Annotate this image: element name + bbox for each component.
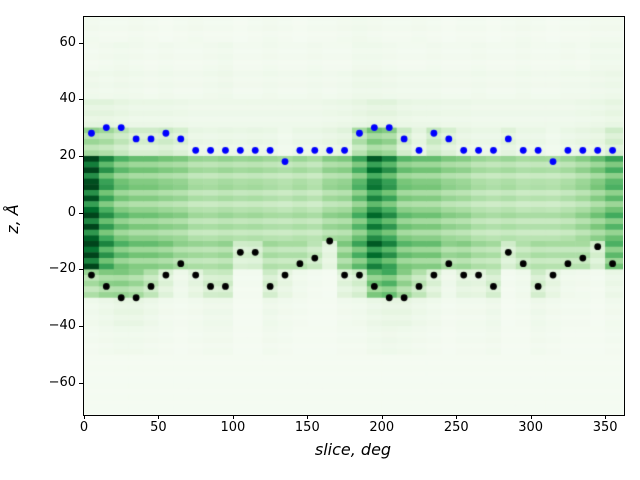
x-tick-label: 300 [518, 420, 544, 435]
y-tick [79, 99, 83, 101]
x-tick-label: 150 [294, 420, 320, 435]
y-tick [79, 42, 83, 44]
heatmap-canvas [84, 17, 623, 414]
y-tick-label: 60 [59, 34, 76, 50]
x-tick-label: 100 [220, 420, 246, 435]
x-tick-label: 200 [369, 420, 395, 435]
x-tick-label: 350 [592, 420, 618, 435]
y-tick-label: −40 [48, 318, 76, 334]
y-tick-label: 20 [59, 147, 76, 163]
y-tick [79, 212, 83, 214]
x-tick [307, 415, 309, 419]
x-axis-label: slice, deg [314, 440, 392, 459]
y-tick-label: 0 [67, 204, 76, 220]
y-tick [79, 269, 83, 271]
x-tick [605, 415, 607, 419]
x-tick-label: 50 [150, 420, 167, 435]
y-tick [79, 326, 83, 328]
y-tick-label: −60 [48, 374, 76, 390]
y-tick-label: −20 [48, 261, 76, 277]
x-tick [232, 415, 234, 419]
y-tick [79, 155, 83, 157]
y-tick [79, 382, 83, 384]
x-tick [456, 415, 458, 419]
x-tick [530, 415, 532, 419]
x-tick-label: 250 [443, 420, 469, 435]
y-tick-label: 40 [59, 91, 76, 107]
y-axis-label: z, Å [3, 204, 22, 234]
x-tick [381, 415, 383, 419]
x-tick [158, 415, 160, 419]
x-tick-label: 0 [79, 420, 89, 435]
x-tick [84, 415, 85, 419]
